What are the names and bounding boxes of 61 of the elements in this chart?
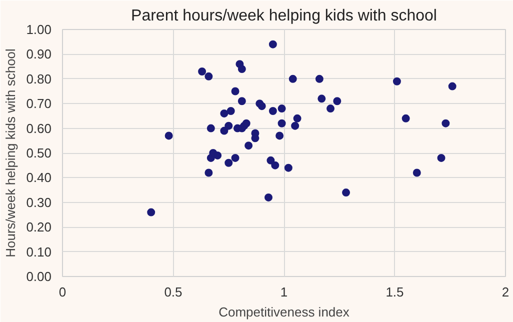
point [220, 109, 228, 118]
y-tick-label: 0.20 [26, 220, 52, 235]
point [147, 208, 156, 216]
point [268, 40, 277, 48]
point [238, 97, 246, 106]
point [326, 104, 335, 113]
point [231, 87, 240, 96]
point [244, 142, 253, 150]
x-tick-label: 0 [58, 284, 66, 300]
y-tick-label: 0.90 [26, 46, 52, 62]
point [224, 158, 233, 167]
point [204, 168, 213, 177]
chart-title: Parent hours/week helping kids with school [131, 8, 437, 24]
point [437, 154, 446, 162]
point [288, 74, 297, 83]
point [402, 114, 410, 122]
y-tick-label: 0.50 [26, 146, 52, 160]
x-tick-label: 1 [280, 284, 288, 300]
point [278, 104, 286, 113]
point [198, 67, 206, 76]
x-tick-label: 2 [502, 284, 510, 300]
point [291, 122, 300, 130]
point [442, 119, 450, 128]
point [214, 151, 222, 160]
point [231, 154, 240, 162]
point [315, 74, 324, 83]
x-tick-label: 1.5 [386, 284, 404, 300]
y-tick-label: 0.00 [26, 269, 52, 284]
point [318, 94, 326, 103]
point [206, 124, 215, 132]
point [242, 119, 250, 128]
point [333, 97, 342, 106]
point [164, 132, 173, 140]
point [278, 119, 286, 128]
y-tick-label: 0.10 [26, 244, 52, 260]
point [224, 122, 233, 130]
point [220, 126, 228, 135]
y-tick-label: 1.00 [26, 22, 52, 37]
x-tick-label: 0.5 [164, 284, 182, 300]
point [342, 188, 350, 197]
point [264, 193, 272, 202]
point [204, 72, 213, 80]
y-tick-label: 0.80 [26, 71, 52, 86]
point [258, 102, 266, 110]
point [293, 114, 302, 122]
point [271, 161, 280, 170]
y-tick-label: 0.70 [26, 96, 52, 112]
point [266, 156, 275, 164]
point [448, 82, 456, 90]
x-axis-title: Competitiveness index [218, 304, 350, 320]
point [284, 164, 292, 172]
point [268, 107, 277, 116]
point [238, 65, 246, 74]
y-tick-label: 0.60 [26, 120, 52, 136]
y-tick-label: 0.40 [26, 170, 52, 186]
point [276, 132, 284, 140]
point [412, 168, 421, 177]
y-tick-label: 0.30 [26, 194, 52, 210]
point [226, 107, 235, 116]
point [392, 77, 401, 86]
y-axis-title: Hours/week helping kids with school [3, 48, 18, 258]
